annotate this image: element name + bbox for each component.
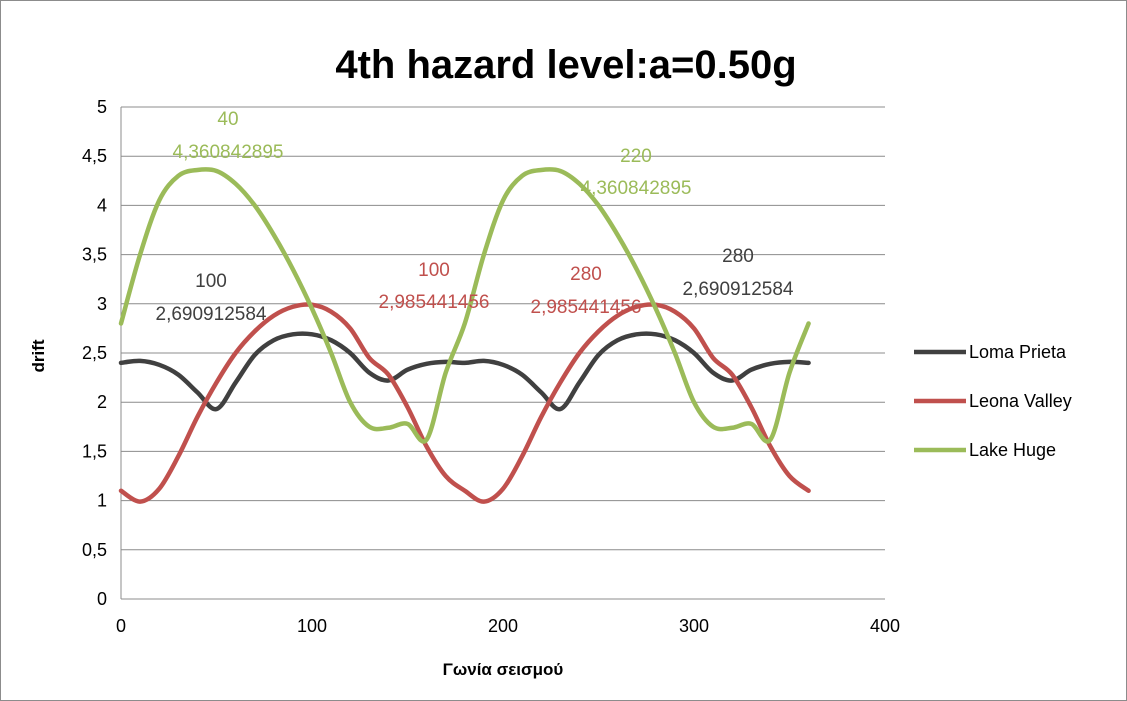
y-tick-label: 0,5: [82, 540, 107, 560]
x-tick-label: 400: [870, 616, 900, 636]
data-label-x: 40: [217, 109, 238, 130]
data-label-x: 220: [620, 146, 652, 167]
series-line-lake-huge: [118, 167, 811, 444]
series-line-leona-valley: [118, 302, 811, 504]
y-tick-label: 3: [97, 294, 107, 314]
data-label-y: 2,985441456: [531, 297, 642, 318]
y-tick-label: 0: [97, 589, 107, 609]
x-tick-label: 200: [488, 616, 518, 636]
legend-label: Lake Huge: [969, 440, 1056, 460]
y-tick-label: 2,5: [82, 343, 107, 363]
data-labels: 40 4,360842895 220 4,360842895 100 2,69091258…: [156, 109, 794, 325]
data-label-y: 4,360842895: [581, 178, 692, 199]
y-tick-label: 5: [97, 97, 107, 117]
data-label-y: 4,360842895: [173, 142, 284, 163]
data-label-x: 280: [570, 264, 602, 285]
y-tick-label: 4: [97, 195, 107, 215]
x-axis-title: Γωνία σεισμού: [443, 660, 564, 679]
y-axis-title: drift: [29, 339, 48, 372]
data-label-y: 2,985441456: [379, 292, 490, 313]
y-tick-label: 1,5: [82, 441, 107, 461]
tick-labels: 0 0,5 1 1,5 2 2,5 3 3,5 4 4,5 5 0 100 200 300 400: [82, 97, 900, 636]
chart-title: 4th hazard level:a=0.50g: [335, 43, 796, 87]
x-tick-label: 100: [297, 616, 327, 636]
y-tick-label: 3,5: [82, 245, 107, 265]
series-line-loma-prieta: [118, 331, 811, 412]
data-label-x: 100: [195, 271, 227, 292]
legend-label: Leona Valley: [969, 391, 1072, 411]
x-tick-label: 300: [679, 616, 709, 636]
y-tick-label: 2: [97, 392, 107, 412]
data-label-x: 280: [722, 246, 754, 267]
y-tick-label: 1: [97, 491, 107, 511]
legend-label: Loma Prieta: [969, 342, 1067, 362]
legend: Loma Prieta Leona Valley Lake Huge: [914, 342, 1072, 460]
data-label-x: 100: [418, 260, 450, 281]
y-tick-label: 4,5: [82, 146, 107, 166]
series-lines: [118, 167, 811, 504]
data-label-y: 2,690912584: [683, 279, 794, 300]
x-tick-label: 0: [116, 616, 126, 636]
data-label-y: 2,690912584: [156, 304, 267, 325]
